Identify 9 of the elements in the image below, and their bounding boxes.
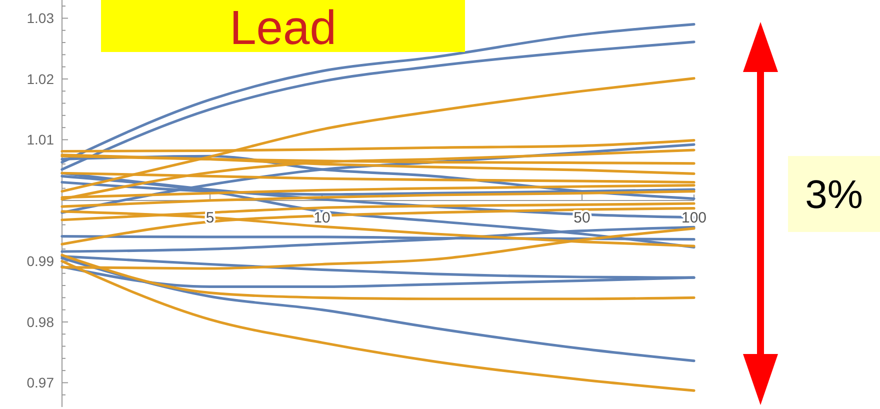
chart-title: Lead: [230, 2, 336, 55]
text: 3%: [805, 173, 863, 217]
x-tick-label: 100: [681, 209, 707, 226]
y-tick-label: 1.01: [26, 132, 54, 148]
y-tick-label: 0.99: [26, 253, 54, 270]
y-tick-label: 1.03: [26, 10, 54, 26]
y-tick-label: 1.02: [26, 70, 54, 87]
y-tick-label: 0.97: [26, 374, 54, 391]
y-tick-label: 0.98: [26, 314, 54, 330]
